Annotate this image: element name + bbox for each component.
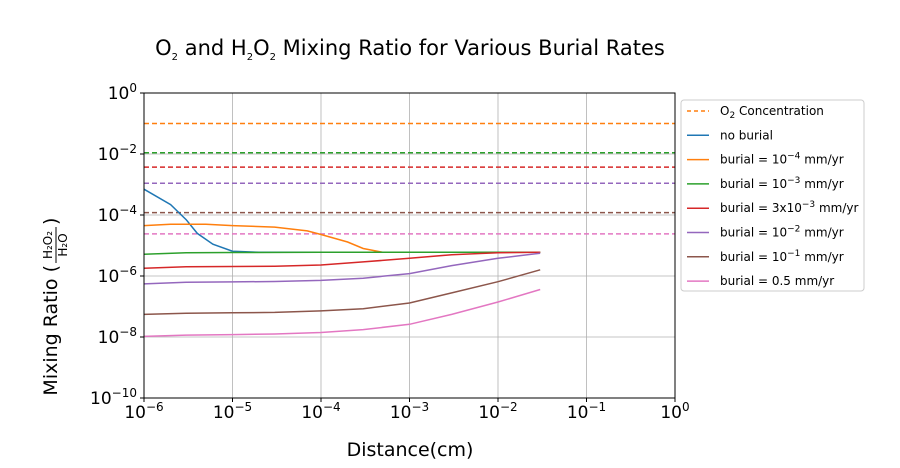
x-tick-label: 10−1	[567, 400, 606, 423]
series-line	[143, 252, 541, 285]
x-tick-label: 10−3	[390, 400, 429, 423]
legend-label: burial = 10−1 mm/yr	[720, 249, 844, 264]
y-tick-label: 10−6	[98, 264, 137, 287]
legend-items: O2 Concentration no burial burial = 10−4 m…	[687, 104, 858, 288]
o2-concentration-lines	[144, 122, 675, 235]
y-tick-label: 100	[108, 81, 137, 104]
y-axis-ticks: 10−10 10−8 10−6 10−4 10−2 100	[90, 81, 144, 409]
legend-label: burial = 10−3 mm/yr	[720, 176, 844, 191]
legend-label: no burial	[720, 128, 773, 142]
legend-label: O2 Concentration	[720, 104, 824, 121]
x-axis-label: Distance(cm)	[347, 439, 474, 461]
legend-label: burial = 0.5 mm/yr	[720, 274, 834, 288]
series-line	[143, 288, 541, 338]
x-tick-label: 10−2	[478, 400, 517, 423]
legend-label: burial = 10−4 mm/yr	[720, 152, 844, 167]
legend-label: burial = 10−2 mm/yr	[720, 225, 844, 240]
x-tick-label: 100	[660, 400, 689, 423]
x-tick-label: 10−5	[213, 400, 252, 423]
y-tick-label: 10−2	[98, 142, 137, 165]
y-tick-label: 10−8	[98, 325, 137, 348]
legend-box	[680, 99, 865, 292]
series-line	[143, 269, 541, 316]
y-axis-label-denominator: H₂O	[56, 233, 70, 256]
x-axis-ticks: 10−6 10−5 10−4 10−3 10−2 10−1 100	[124, 398, 690, 423]
legend: O2 Concentration no burial burial = 10−4 m…	[680, 99, 865, 292]
x-tick-label: 10−4	[301, 400, 340, 423]
y-tick-label: 10−4	[98, 203, 137, 226]
legend-label: burial = 3x10−3 mm/yr	[720, 200, 858, 215]
x-tick-label: 10−6	[124, 400, 163, 423]
plot-area: 10−6 10−5 10−4 10−3 10−2 10−1 100 10−1010−810−…	[90, 81, 690, 423]
series-line	[143, 251, 541, 269]
y-axis-label-numerator: H₂O₂	[41, 231, 55, 259]
data-series	[143, 188, 541, 338]
y-axis-label-main: Mixing Ratio (	[40, 265, 62, 396]
y-axis-label: Mixing Ratio ( H₂O₂ H₂O )	[40, 218, 70, 396]
y-tick-label: 10−10	[90, 386, 137, 409]
chart-title: O2 and H2O2 Mixing Ratio for Various Bur…	[155, 36, 665, 63]
y-axis-label-close: )	[40, 218, 62, 225]
